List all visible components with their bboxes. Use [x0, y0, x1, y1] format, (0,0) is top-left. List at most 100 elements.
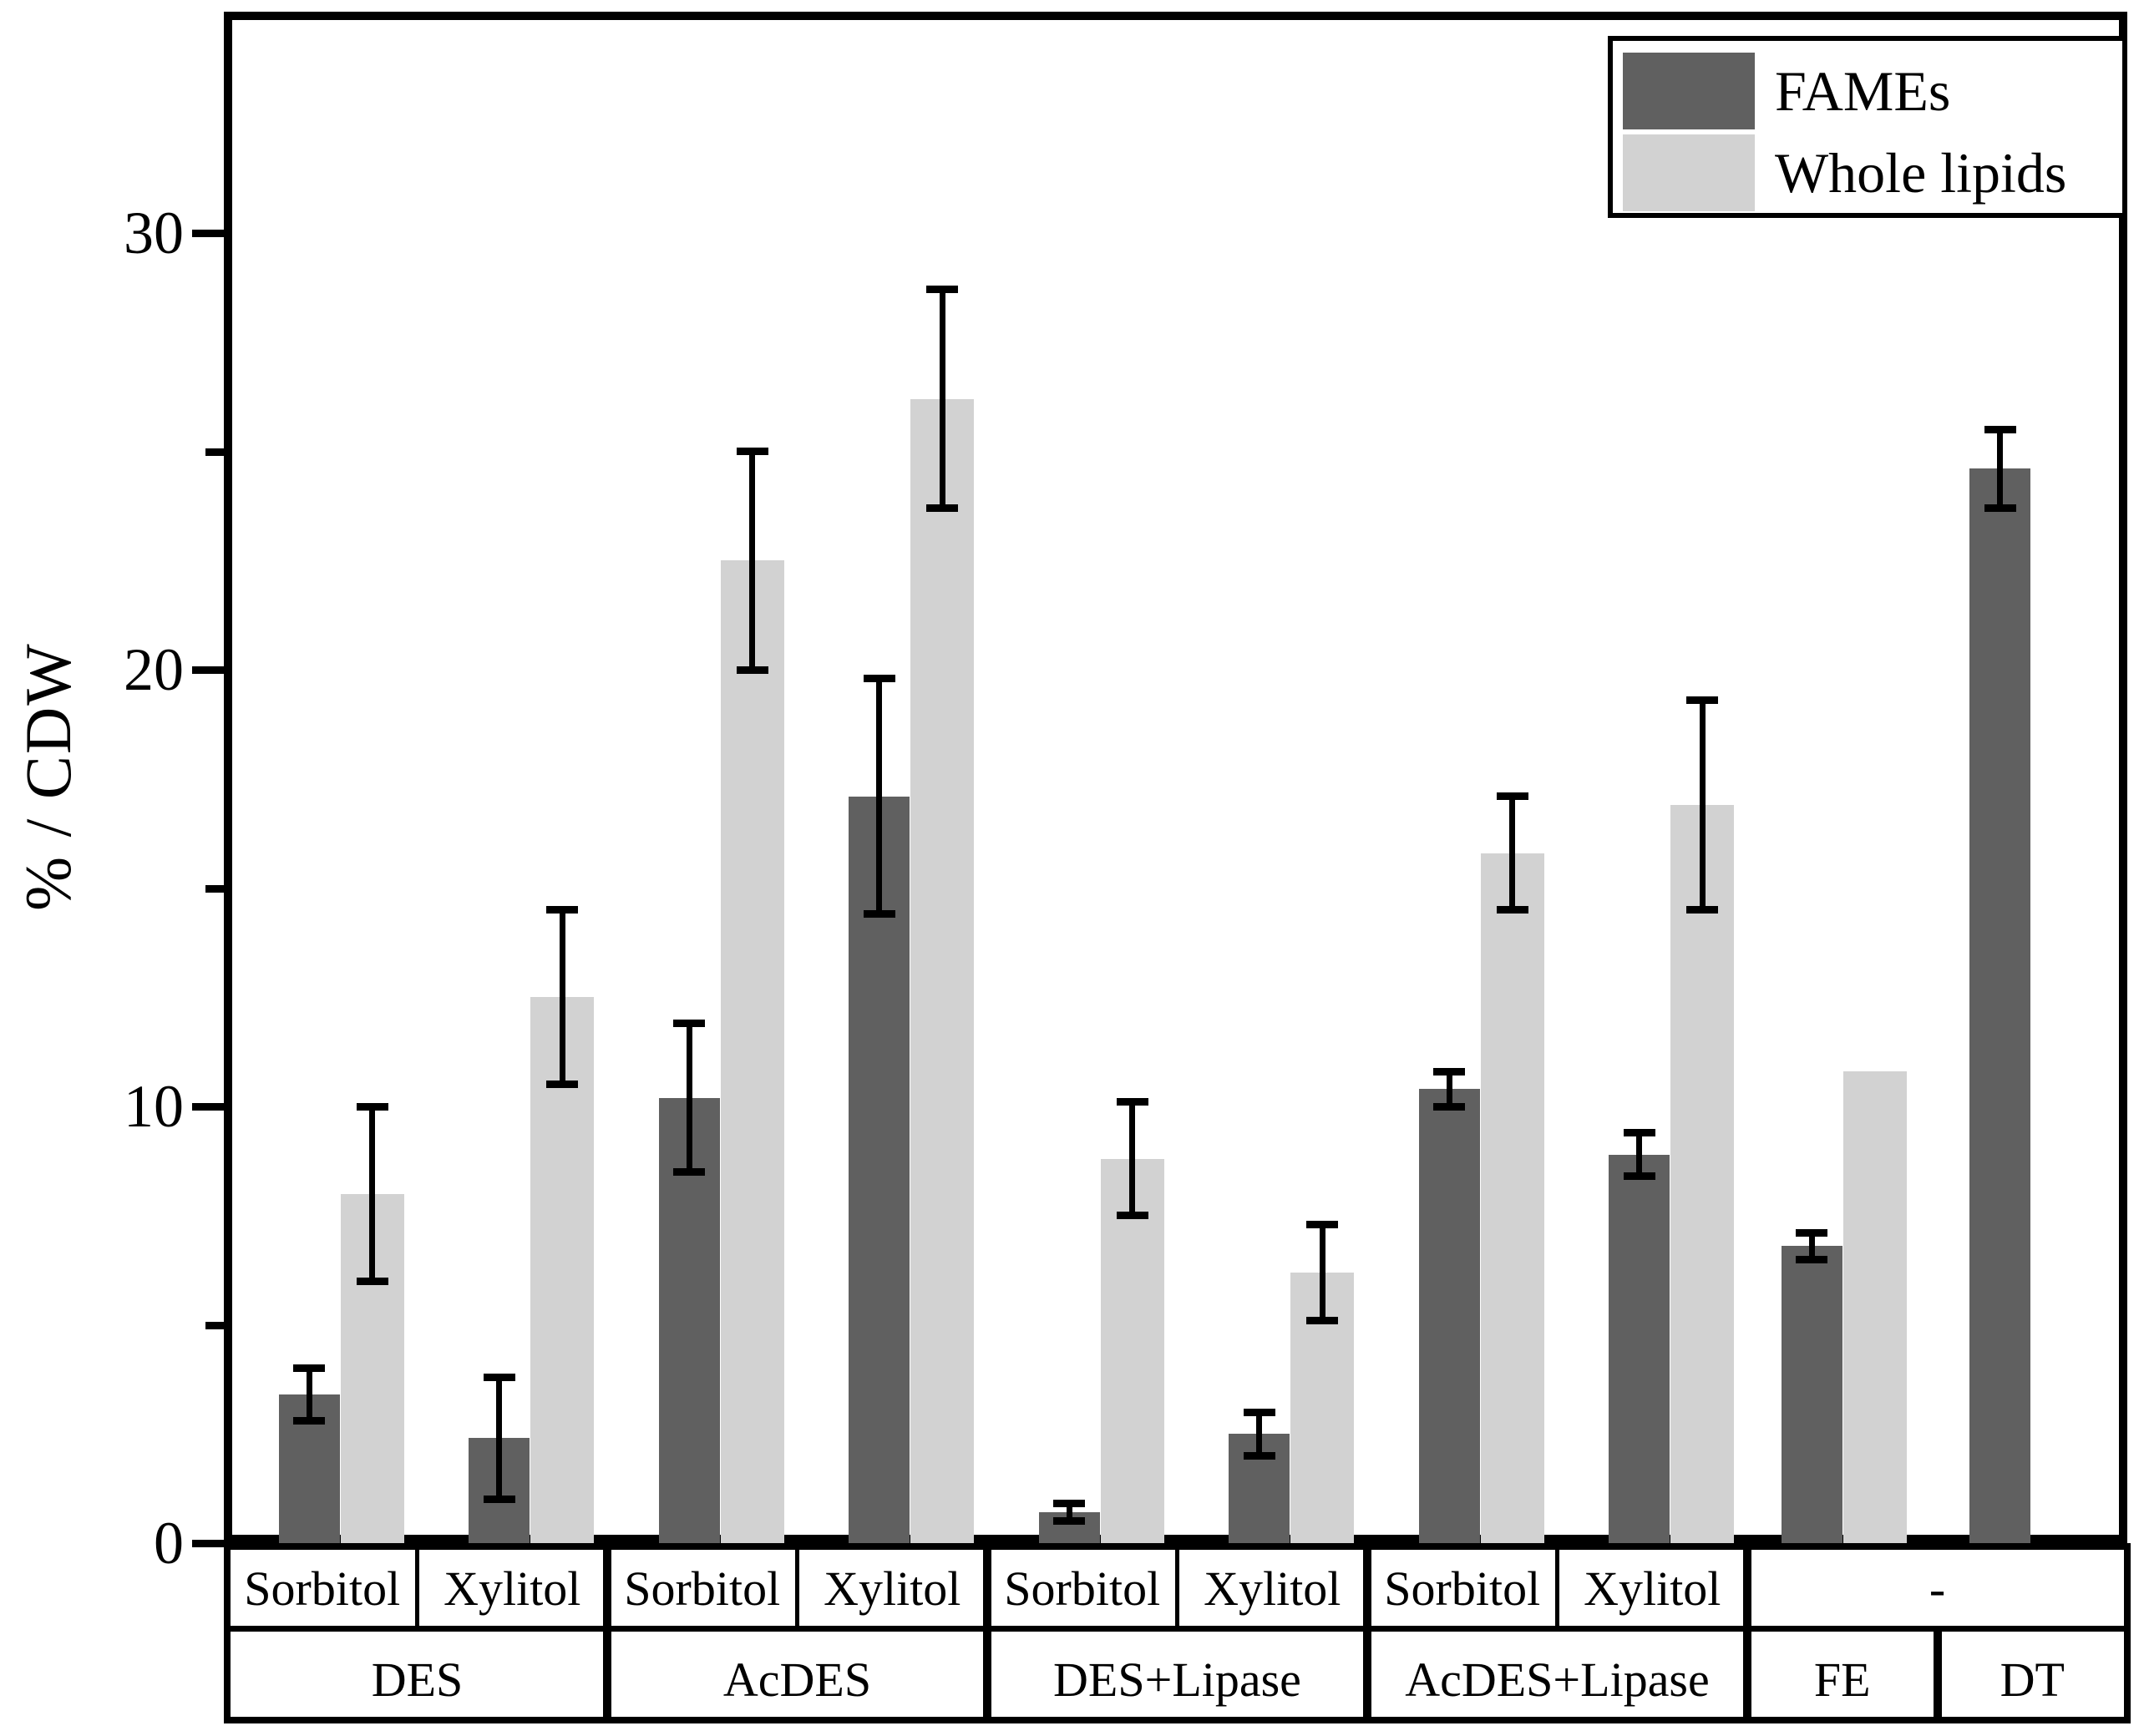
subgroup-label: Sorbitol — [1004, 1561, 1161, 1616]
bar-acdes-xylitol-error-cap-bottom — [863, 910, 895, 919]
bar-des-sorbitol-error-cap-bottom — [293, 1417, 326, 1425]
table-fe-dt-divider — [1933, 1629, 1942, 1723]
y-minor-tick — [205, 1321, 227, 1329]
bar-acdes-xylitol-error-cap-top — [863, 674, 895, 682]
bar-des-xylitol-error-line — [559, 909, 565, 1085]
legend-swatch-whole-lipids-icon — [1623, 134, 1755, 211]
group-label: FE — [1813, 1652, 1871, 1707]
bar-dt--error-line — [1997, 429, 2004, 509]
bar-fames-acdes-xylitol — [849, 796, 910, 1543]
table-sub-divider — [1175, 1543, 1179, 1629]
bar-fames-acdes-lipase-sorbitol — [1418, 1089, 1480, 1543]
bar-des-lipase-sorbitol-error-cap-top — [1053, 1500, 1086, 1508]
bar-des-lipase-xylitol-error-cap-top — [1243, 1408, 1275, 1416]
bar-des-sorbitol-error-line — [306, 1368, 312, 1421]
bar-des-lipase-xylitol-error-line — [1319, 1224, 1325, 1321]
subgroup-label: Xylitol — [443, 1561, 581, 1616]
table-group-divider — [603, 1543, 611, 1723]
bar-acdes-lipase-xylitol-error-cap-bottom — [1686, 906, 1719, 914]
bar-fe--error-cap-bottom — [1796, 1255, 1828, 1263]
bar-acdes-xylitol-error-cap-top — [926, 286, 959, 294]
bar-des-xylitol-error-line — [496, 1377, 503, 1500]
bar-acdes-lipase-xylitol-error-cap-bottom — [1623, 1172, 1655, 1181]
subgroup-label: Xylitol — [824, 1561, 961, 1616]
legend-label-whole-lipids: Whole lipids — [1775, 141, 2067, 205]
y-minor-tick — [205, 884, 227, 893]
table-sub-divider — [1555, 1543, 1559, 1629]
group-label: AcDES — [722, 1652, 872, 1707]
legend-item-fames: FAMEs — [1623, 51, 2122, 131]
bar-des-sorbitol-error-line — [369, 1106, 376, 1282]
y-major-tick — [192, 1540, 227, 1547]
bar-des-lipase-xylitol-error-cap-bottom — [1243, 1451, 1275, 1460]
bar-acdes-xylitol-error-cap-bottom — [926, 504, 959, 512]
bar-des-lipase-xylitol-error-line — [1256, 1412, 1263, 1456]
bar-des-xylitol-error-cap-bottom — [483, 1496, 515, 1504]
legend: FAMEs Whole lipids — [1608, 36, 2127, 218]
subgroup-label: Sorbitol — [244, 1561, 401, 1616]
table-group-divider — [1743, 1543, 1751, 1723]
group-label: DT — [2000, 1652, 2065, 1707]
bar-acdes-lipase-sorbitol-error-cap-bottom — [1433, 1102, 1466, 1111]
bar-whole-lipids-acdes-lipase-sorbitol — [1480, 853, 1544, 1543]
bar-acdes-lipase-sorbitol-error-line — [1509, 796, 1516, 910]
bar-des-xylitol-error-cap-top — [546, 906, 579, 914]
plot-area — [224, 12, 2127, 1543]
y-tick-label: 30 — [124, 200, 184, 266]
bar-acdes-lipase-xylitol-error-cap-top — [1686, 696, 1719, 705]
y-tick-label: 10 — [124, 1073, 184, 1140]
bar-des-lipase-sorbitol-error-cap-bottom — [1116, 1212, 1148, 1220]
bar-dt--error-cap-top — [1984, 425, 2016, 433]
bar-acdes-sorbitol-error-cap-bottom — [673, 1167, 706, 1176]
y-major-tick — [192, 666, 227, 674]
bar-acdes-sorbitol-error-line — [749, 451, 756, 670]
bar-des-lipase-xylitol-error-cap-bottom — [1306, 1316, 1339, 1324]
subgroup-label: Xylitol — [1584, 1561, 1721, 1616]
bar-acdes-sorbitol-error-cap-bottom — [736, 666, 768, 674]
y-major-tick — [192, 1103, 227, 1111]
bar-des-lipase-sorbitol-error-line — [1129, 1101, 1136, 1216]
bar-fames-dt- — [1969, 468, 2031, 1543]
bar-acdes-lipase-sorbitol-error-cap-bottom — [1496, 906, 1528, 914]
bar-des-xylitol-error-cap-top — [483, 1373, 515, 1381]
legend-item-whole-lipids: Whole lipids — [1623, 133, 2122, 213]
bar-whole-lipids-acdes-lipase-xylitol — [1670, 805, 1735, 1543]
bar-des-lipase-xylitol-error-cap-top — [1306, 1220, 1339, 1228]
bar-acdes-lipase-xylitol-error-line — [1636, 1132, 1643, 1177]
bar-des-xylitol-error-cap-bottom — [546, 1081, 579, 1089]
y-tick-label: 20 — [124, 636, 184, 703]
bar-acdes-lipase-xylitol-error-cap-top — [1623, 1128, 1655, 1136]
y-tick-label: 0 — [154, 1510, 184, 1577]
bar-fe--error-line — [1808, 1232, 1815, 1260]
group-label: AcDES+Lipase — [1405, 1652, 1710, 1707]
y-minor-tick — [205, 448, 227, 456]
table-group-divider — [983, 1543, 991, 1723]
table-group-divider — [1363, 1543, 1371, 1723]
bar-acdes-sorbitol-error-cap-top — [736, 448, 768, 455]
legend-swatch-fames-icon — [1623, 53, 1755, 129]
bar-acdes-sorbitol-error-line — [686, 1023, 692, 1172]
bar-des-lipase-sorbitol-error-cap-top — [1116, 1098, 1148, 1106]
bar-des-lipase-sorbitol-error-cap-bottom — [1053, 1517, 1086, 1526]
bar-dt--error-cap-bottom — [1984, 504, 2016, 512]
bar-acdes-lipase-sorbitol-error-cap-top — [1496, 792, 1528, 801]
group-label: DES — [371, 1652, 464, 1707]
bar-fames-fe- — [1781, 1246, 1842, 1543]
bar-acdes-sorbitol-error-cap-top — [673, 1020, 706, 1028]
bar-acdes-lipase-sorbitol-error-line — [1446, 1071, 1452, 1106]
subgroup-label: Sorbitol — [624, 1561, 781, 1616]
table-sub-divider — [795, 1543, 799, 1629]
group-label: DES+Lipase — [1053, 1652, 1301, 1707]
bar-des-sorbitol-error-cap-bottom — [356, 1277, 388, 1285]
subgroup-label: Xylitol — [1204, 1561, 1341, 1616]
bar-whole-lipids-des-lipase-sorbitol — [1100, 1158, 1164, 1543]
bar-whole-lipids-acdes-xylitol — [910, 398, 975, 1543]
bar-des-sorbitol-error-cap-top — [293, 1364, 326, 1373]
bar-whole-lipids-fe- — [1842, 1071, 1907, 1543]
bar-acdes-lipase-xylitol-error-line — [1699, 700, 1706, 910]
bar-acdes-xylitol-error-line — [876, 678, 883, 914]
bar-des-lipase-sorbitol-error-line — [1066, 1503, 1072, 1521]
subgroup-label: Sorbitol — [1384, 1561, 1541, 1616]
bar-fames-acdes-lipase-xylitol — [1609, 1154, 1670, 1543]
